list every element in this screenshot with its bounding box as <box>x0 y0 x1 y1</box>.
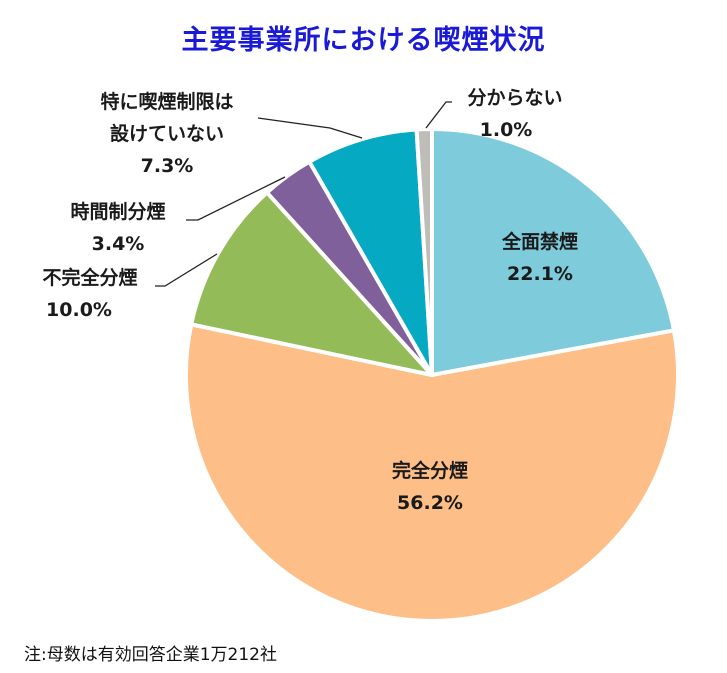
label-fukanzen-pct: 10.0% <box>46 299 112 321</box>
label-wakaranai: 分からない 1.0% <box>450 82 580 146</box>
label-kanzen-pct: 56.2% <box>397 492 463 514</box>
label-zenmen: 全面禁煙 22.1% <box>470 226 610 290</box>
pie-slice-5 <box>414 127 434 377</box>
leader-line-tokuni <box>257 117 363 139</box>
pie-slice-1 <box>184 322 680 623</box>
chart-title: 主要事業所における喫煙状況 <box>181 25 546 56</box>
label-jikan-name: 時間制分煙 <box>70 201 166 223</box>
label-wakaranai-name: 分からない <box>467 87 563 109</box>
label-tokuni-line1: 特に喫煙制限は <box>100 91 234 113</box>
leader-line-fukanzen <box>155 253 218 287</box>
pie-slice-0 <box>430 127 676 377</box>
label-zenmen-name: 全面禁煙 <box>501 231 578 253</box>
label-fukanzen-name: 不完全分煙 <box>42 267 138 289</box>
leader-line-wakaranai <box>425 101 452 129</box>
footnote: 注:母数は有効回答企業1万212社 <box>24 645 277 665</box>
label-tokuni-pct: 7.3% <box>140 155 194 177</box>
pie-slice-2 <box>189 190 434 377</box>
label-zenmen-pct: 22.1% <box>507 263 573 285</box>
pie-slices <box>184 127 680 623</box>
pie-slice-4 <box>307 127 434 377</box>
label-tokuni: 特に喫煙制限は 設けていない 7.3% <box>82 86 252 182</box>
leader-line-jikan <box>186 176 286 221</box>
label-kanzen: 完全分煙 56.2% <box>360 455 500 519</box>
label-jikan: 時間制分煙 3.4% <box>48 196 188 260</box>
label-fukanzen: 不完全分煙 10.0% <box>20 262 160 326</box>
label-tokuni-line2: 設けていない <box>109 123 224 145</box>
label-kanzen-name: 完全分煙 <box>391 460 468 482</box>
label-jikan-pct: 3.4% <box>91 233 145 255</box>
label-wakaranai-pct: 1.0% <box>479 119 533 141</box>
leader-lines <box>155 101 452 287</box>
